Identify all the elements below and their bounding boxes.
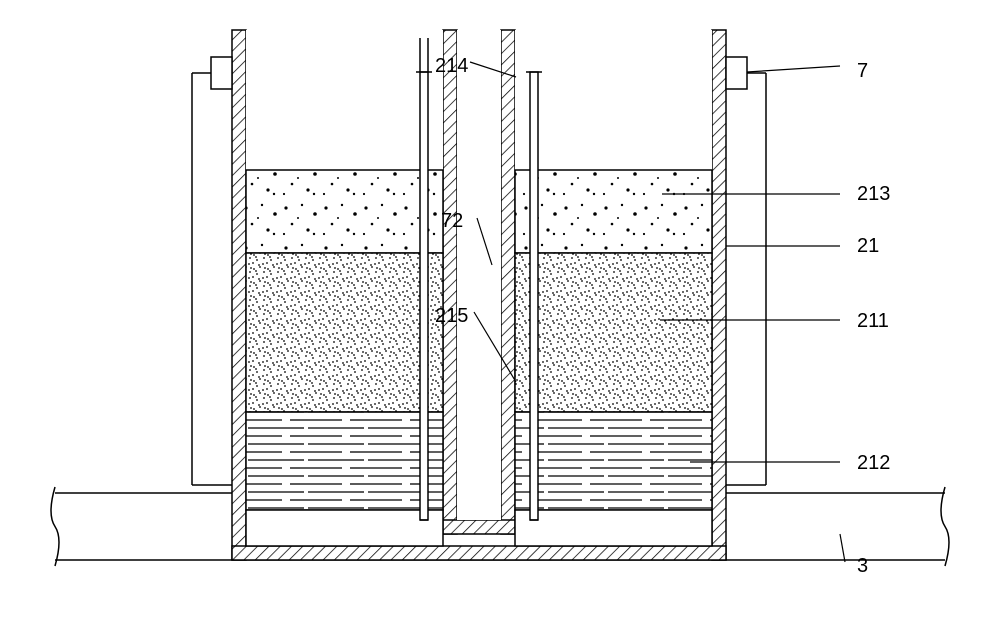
label-212: 212 — [857, 452, 890, 475]
diagram-container: 7 214 213 72 21 215 211 212 3 — [0, 0, 1000, 633]
label-214: 214 — [435, 55, 468, 78]
label-215: 215 — [435, 305, 468, 328]
label-3: 3 — [857, 555, 868, 578]
label-7: 7 — [857, 60, 868, 83]
label-21: 21 — [857, 235, 879, 258]
label-213: 213 — [857, 183, 890, 206]
diagram-svg — [0, 0, 1000, 633]
label-72: 72 — [441, 210, 463, 233]
label-211: 211 — [857, 310, 889, 333]
